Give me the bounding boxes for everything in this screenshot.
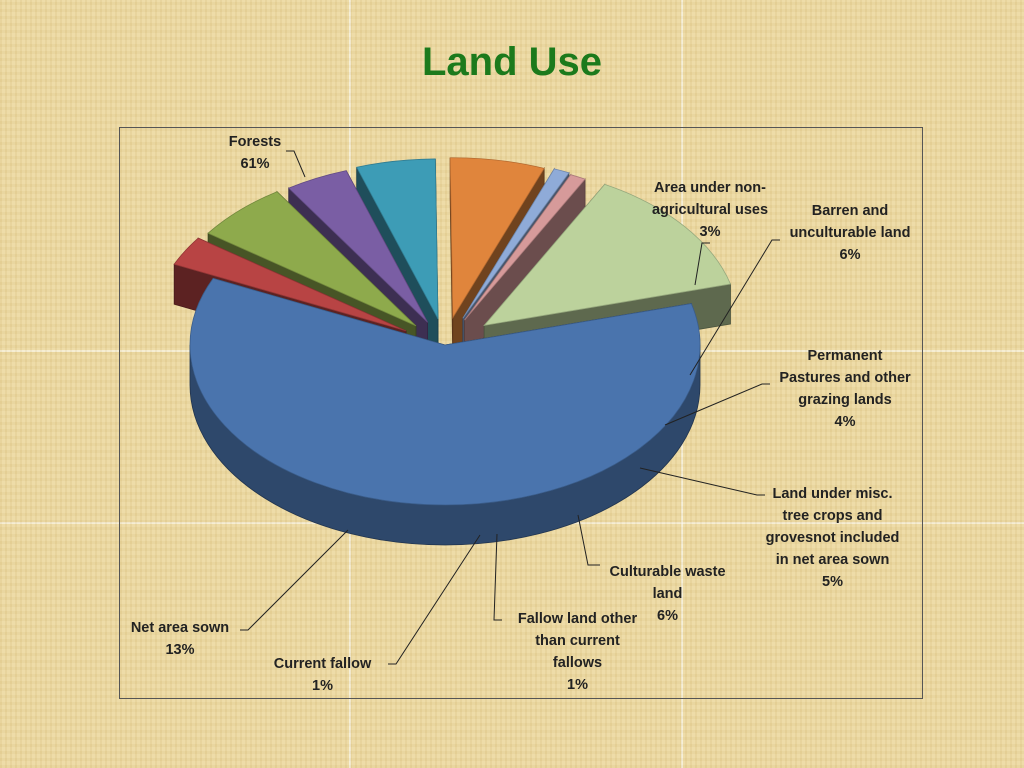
data-label-line: Area under non- [654,180,766,196]
leader-line-8 [388,534,481,665]
data-label-4: Permanent Pastures and other grazing lands… [760,345,930,433]
chart-frame [119,127,923,699]
data-label-line: Current fallow [273,656,372,672]
data-label-line: land [652,586,683,602]
data-label-value: 1% [312,678,333,694]
leader-lines [240,150,780,665]
pie-slice-8 [464,173,586,362]
data-label-6: Culturable waste land 6% [595,561,740,627]
data-label-2: Area under non-agricultural uses 3% [635,177,785,243]
data-label-value: 4% [834,414,856,430]
data-label-line: grazing lands [798,392,892,408]
data-label-line: grovesnot included [765,530,900,546]
data-label-3: Barren and unculturable land 6% [775,200,925,266]
leader-line-2 [694,242,710,286]
data-label-value: 6% [657,608,678,624]
data-label-line: unculturable land [789,225,911,241]
data-label-line: than current [535,633,620,649]
data-label-line: Barren and [811,203,889,219]
data-label-line: fallows [552,655,603,671]
data-label-value: 61% [240,156,270,172]
leader-line-3 [689,239,780,376]
data-label-value: 6% [839,247,861,263]
data-label-value: 3% [699,224,721,240]
data-label-line: Pastures and other [779,370,911,386]
leader-line-5 [639,467,765,496]
data-label-line: Net area sown [130,620,230,636]
data-label-value: 13% [165,642,195,658]
data-label-line: Land under misc. [772,486,893,502]
leader-line-7 [493,533,502,621]
data-label-line: Culturable waste [609,564,726,580]
data-label-line: Forests [228,134,282,150]
data-label-7: Fallow land other than current fallows 1% [505,608,650,696]
page-title: Land Use [421,40,603,84]
data-label-line: Permanent [807,348,883,364]
pie-slice-1 [189,277,701,546]
leader-line-4 [664,383,770,426]
data-label-5: Land under misc. tree crops and grovesnot … [750,483,915,593]
data-label-9: Net area sown 13% [110,617,250,661]
data-label-8: Current fallow 1% [255,653,390,697]
data-label-line: in net area sown [775,552,890,568]
data-label-line: Fallow land other [517,611,638,627]
data-label-line: agricultural uses [651,202,769,218]
leader-line-6 [577,514,600,566]
data-label-line: tree crops and [782,508,883,524]
leader-line-9 [240,529,349,631]
data-label-1: Forests 61% [190,131,320,175]
data-label-value: 1% [567,677,588,693]
data-label-value: 5% [822,574,843,590]
leader-line-1 [286,150,306,178]
pie-slices [173,157,732,546]
